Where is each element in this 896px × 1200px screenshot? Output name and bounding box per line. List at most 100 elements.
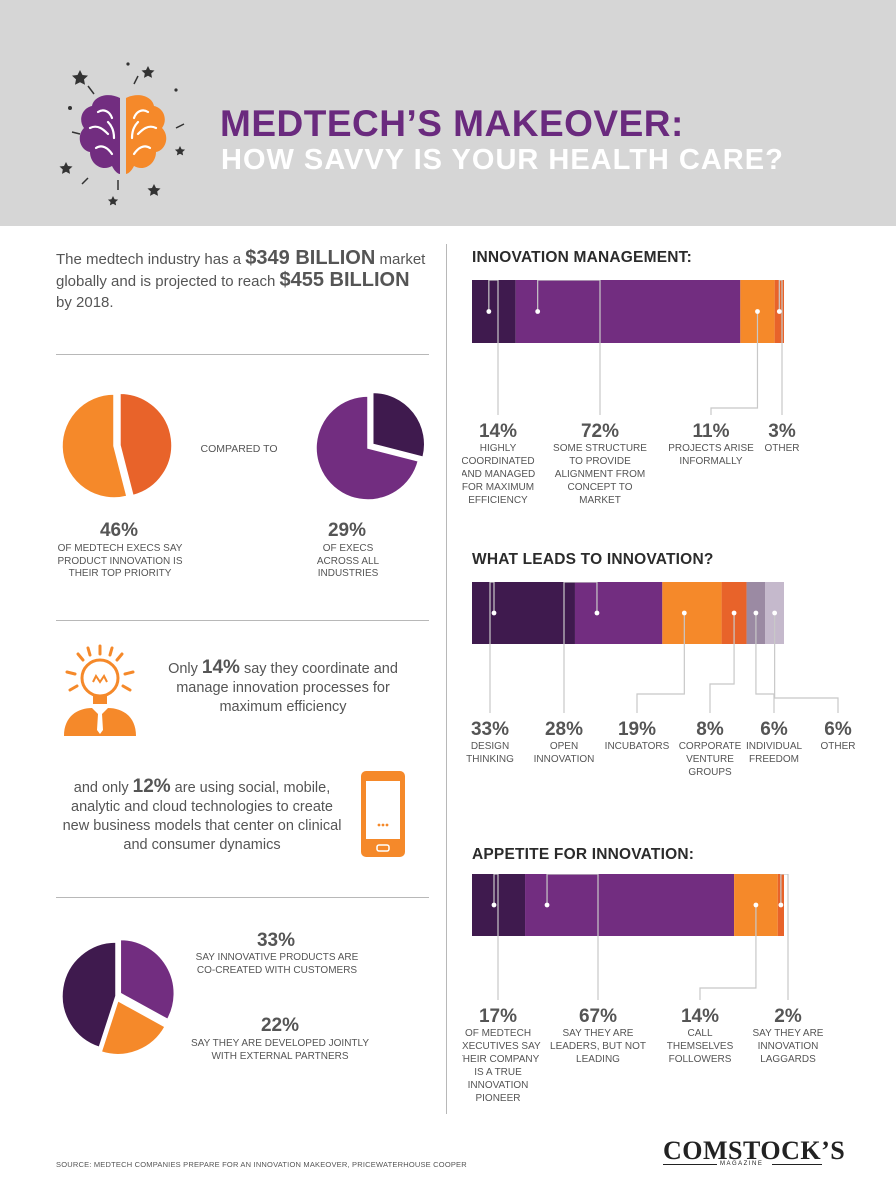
medtech-caption: OF MEDTECH EXECS SAY PRODUCT INNOVATION … [57,543,183,579]
appetite-category-label: OF MEDTECH [465,1028,531,1039]
appetite-category-label: SAY THEY ARE [753,1028,824,1039]
page-title: MEDTECH’S MAKEOVER: [220,103,684,144]
mgmt-value-label: 3% [768,421,796,442]
mgmt-category-label: TO PROVIDE [569,456,631,467]
logo-rule [663,1164,717,1165]
compared-to-label: COMPARED TO [200,443,278,455]
innovation-management-title: INNOVATION MANAGEMENT: [472,249,692,266]
mgmt-leader-line [778,280,783,415]
appetite-leader-line [546,874,599,1000]
leads-category-label: GROUPS [688,767,732,778]
innovation-management-chart: 14%HIGHLY COORDINATED AND MANAGED FOR MAXIM… [462,280,800,506]
source-note: SOURCE: MEDTECH COMPANIES PREPARE FOR AN… [56,1160,467,1169]
leads-leader-line [774,613,839,713]
pie-slice-jointly [100,999,167,1056]
appetite-category-label: EXECUTIVES SAY [462,1041,541,1052]
leads-leader-line [563,582,598,713]
what-leads-chart: 33%DESIGN THINKING 28%OPEN INNOVATION 19%INC… [466,582,856,778]
leads-marker-dot [753,610,759,616]
mgmt-bar-segment-2 [515,280,741,343]
appetite-category-label: INNOVATION [468,1080,529,1091]
mgmt-category-label: CONCEPT TO [567,482,632,493]
mgmt-category-label: FOR MAXIMUM [462,482,534,493]
appetite-leader-line [699,905,757,1000]
leads-leader-line [636,613,685,713]
leads-category-label: OTHER [821,741,856,752]
technology-text-1: and only [73,780,133,796]
intro-text-3: by 2018. [56,294,114,311]
pie-slice-medtech-rest [61,393,128,499]
leads-marker-dot [594,610,600,616]
leads-value-label: 19% [618,719,656,740]
leads-marker-dot [731,610,737,616]
section-divider [56,897,429,898]
mgmt-category-label: AND MANAGED [462,469,535,480]
mgmt-category-label: EFFICIENCY [468,495,528,506]
mgmt-leader-line [710,311,759,415]
intro-text-2: market globally and is projected to reac… [56,251,426,290]
leads-category-label: THINKING [466,754,514,765]
appetite-category-label: IS A TRUE [474,1067,522,1078]
appetite-bar-segment-2 [525,874,735,936]
section-divider [56,354,429,355]
pie-slice-other [61,941,117,1049]
mgmt-category-label: ALIGNMENT FROM [555,469,645,480]
market-intro-text: The medtech industry has a $349 BILLION … [56,248,426,313]
lightbulb-person-icon [64,644,136,736]
pie-slice-all-priority [371,391,426,459]
leads-category-label: INCUBATORS [605,741,670,752]
leads-value-label: 28% [545,719,583,740]
leads-value-label: 6% [824,719,852,740]
leads-bar-segment-1 [472,582,575,644]
appetite-chart: 17%OF MEDTECH EXECUTIVES SAY THEIR COMPANY… [462,874,824,1104]
leads-marker-dot [491,610,497,616]
leads-value-label: 8% [696,719,724,740]
mgmt-category-label: INFORMALLY [679,456,742,467]
leads-value-label: 6% [760,719,788,740]
leads-category-label: INDIVIDUAL [746,741,803,752]
appetite-category-label: LEADERS, BUT NOT [550,1041,646,1052]
pie-chart-all-industries [315,391,426,501]
leads-category-label: FREEDOM [749,754,799,765]
mgmt-category-label: SOME STRUCTURE [553,443,647,454]
mgmt-marker-dot [755,309,760,314]
pie-chart-medtech [61,392,173,499]
pie-chart-cocreation [61,938,176,1056]
appetite-value-label: 67% [579,1006,617,1027]
mgmt-value-label: 72% [581,421,619,442]
cocreated-caption: SAY INNOVATIVE PRODUCTS ARE CO-CREATED W… [195,952,359,976]
leads-category-label: OPEN [550,741,578,752]
logo-rule [772,1164,822,1165]
pie-slice-all-rest [315,395,420,501]
leads-bar-segment-2 [574,582,663,644]
mgmt-bar-segment-1 [472,280,516,343]
mgmt-leader-line [537,280,601,415]
appetite-title: APPETITE FOR INNOVATION: [472,846,695,863]
appetite-category-label: FOLLOWERS [669,1054,732,1065]
mgmt-marker-dot [776,309,782,314]
leads-bar-segment-3 [662,582,722,644]
mgmt-category-label: COORDINATED [462,456,535,467]
appetite-value-label: 14% [681,1006,719,1027]
appetite-category-label: LAGGARDS [760,1054,816,1065]
leads-category-label: DESIGN [471,741,509,752]
all-industries-caption: OF EXECS ACROSS ALL INDUSTRIES [316,543,380,579]
appetite-marker-dot [544,902,550,908]
market-figure-2014: $349 BILLION [245,247,376,269]
pie-slice-cocreated [119,938,176,1021]
leads-category-label: CORPORATE [679,741,742,752]
publisher-logo-sub: MAGAZINE [720,1161,764,1167]
leads-category-label: VENTURE [686,754,734,765]
leads-leader-line [709,613,735,713]
appetite-category-label: CALL [687,1028,712,1039]
page-subtitle: HOW SAVVY IS YOUR HEALTH CARE? [221,144,784,176]
coordinate-text-1: Only [168,661,202,677]
all-industries-percent: 29% [327,520,367,541]
mgmt-leader-line [488,280,499,415]
appetite-value-label: 2% [774,1006,802,1027]
cocreated-percent: 33% [256,930,296,951]
appetite-value-label: 17% [479,1006,517,1027]
pie-slice-medtech-priority [119,392,173,497]
technology-text-2: are using social, mobile, analytic and c… [62,780,342,853]
what-leads-title: WHAT LEADS TO INNOVATION? [472,551,714,568]
